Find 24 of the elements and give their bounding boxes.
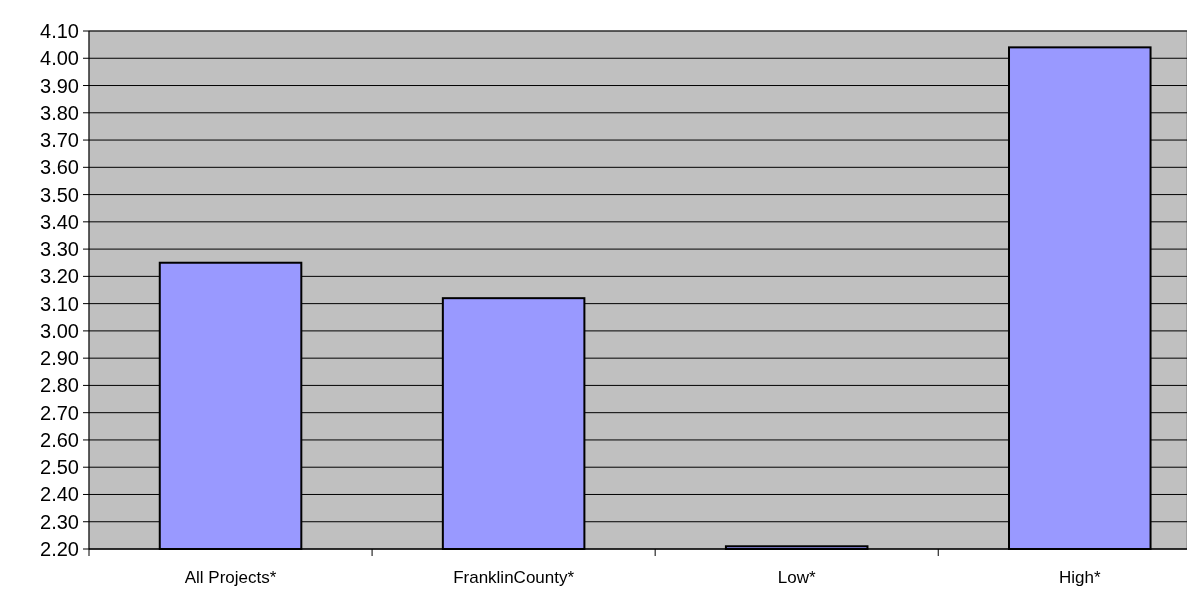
y-tick-label: 2.30 [40,510,79,533]
x-tick-label: FranklinCounty* [453,568,575,587]
x-tick-label: All Projects* [184,568,277,587]
y-tick-label: 3.40 [40,210,79,233]
y-tick-label: 3.00 [40,319,79,342]
y-tick-label: 3.20 [40,265,79,288]
y-tick-label: 2.50 [40,456,79,479]
y-tick-label: 2.90 [40,347,79,370]
y-tick-label: 4.00 [40,47,79,70]
x-tick-label: Low* [777,568,816,587]
y-tick-label: 2.80 [40,374,79,397]
y-tick-label: 3.10 [40,292,79,315]
y-tick-label: 3.50 [40,183,79,206]
y-tick-label: 3.60 [40,156,79,179]
y-tick-label: 2.40 [40,483,79,506]
y-tick-label: 2.20 [40,538,79,560]
y-tick-label: 3.90 [40,74,79,97]
y-tick-label: 4.10 [40,20,79,42]
y-tick-label: 2.60 [40,428,79,451]
x-tick-label: High* [1058,568,1101,587]
y-tick-label: 3.30 [40,238,79,261]
y-tick-label: 3.80 [40,101,79,124]
y-tick-label: 3.70 [40,129,79,152]
y-tick-label: 2.70 [40,401,79,424]
